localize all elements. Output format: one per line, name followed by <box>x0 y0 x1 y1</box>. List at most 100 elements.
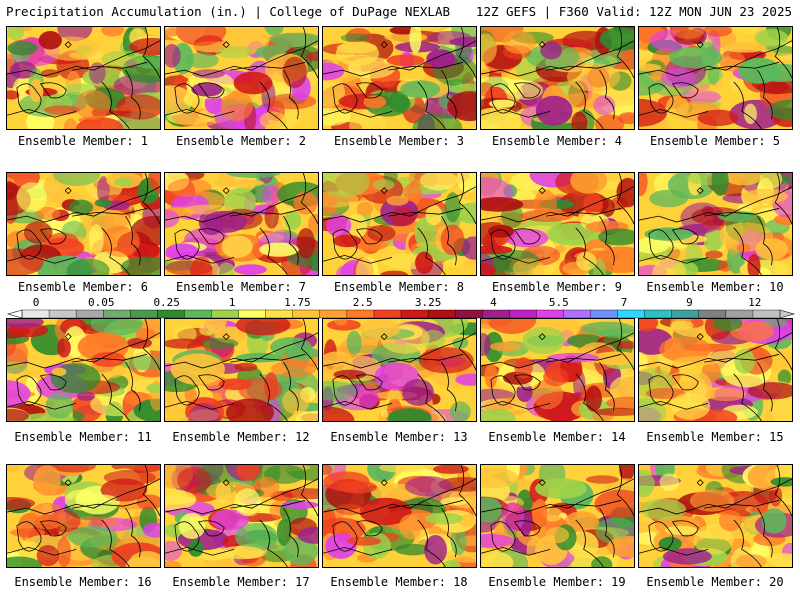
precip-contour-blob <box>334 319 348 326</box>
precip-contour-blob <box>489 341 522 352</box>
map-boundary-line <box>757 69 773 120</box>
colorbar-swatch <box>536 309 564 319</box>
map-boundary-line <box>300 173 318 225</box>
precip-contour-blob <box>388 91 410 113</box>
precip-contour-blob <box>532 379 564 410</box>
station-diamond-marker <box>64 41 72 49</box>
ensemble-member-map <box>164 172 319 276</box>
precip-contour-blob <box>36 545 60 567</box>
station-diamond-marker <box>380 333 388 341</box>
precip-contour-blob <box>7 41 38 56</box>
precip-contour-blob <box>335 40 380 67</box>
precip-contour-blob <box>165 43 181 68</box>
precip-contour-blob <box>305 51 318 62</box>
precip-contour-blob <box>644 227 693 241</box>
colorbar: 0 0.05 0.25 1 1.75 2.5 3.25 4 5.5 7 9 12 <box>6 296 796 319</box>
precip-contour-blob <box>770 477 792 487</box>
precip-contour-blob <box>282 500 318 509</box>
map-boundary-line <box>616 173 634 225</box>
precip-contour-blob <box>440 497 469 506</box>
precip-contour-blob <box>705 387 747 402</box>
precip-contour-blob <box>355 256 379 275</box>
map-boundary-line <box>332 83 358 114</box>
precip-contour-blob <box>419 173 458 191</box>
precip-contour-blob <box>51 367 67 377</box>
precip-contour-blob <box>713 319 743 332</box>
map-boundary-line <box>7 546 77 556</box>
map-boundary-line <box>639 108 709 118</box>
map-boundary-line <box>481 400 551 410</box>
ensemble-member-map <box>480 464 635 568</box>
map-boundary-line <box>174 521 200 552</box>
precip-contour-blob <box>455 373 476 386</box>
precip-contour-blob <box>424 512 463 525</box>
map-boundary-line <box>174 229 200 260</box>
map-boundary-line <box>323 108 393 118</box>
precip-contour-blob <box>649 189 689 208</box>
precip-contour-blob <box>28 502 66 530</box>
colorbar-swatch <box>725 309 754 319</box>
precip-contour-blob <box>730 321 775 342</box>
precip-contour-blob <box>427 31 473 45</box>
precip-contour-blob <box>128 551 160 567</box>
map-boundary-line <box>733 81 762 129</box>
precip-contour-blob <box>7 465 20 473</box>
precip-contour-blob <box>325 532 357 559</box>
map-boundary-line <box>125 69 141 120</box>
precip-contour-blob <box>415 251 434 275</box>
precip-contour-blob <box>717 210 756 222</box>
precip-contour-blob <box>589 351 634 366</box>
precip-contour-blob <box>90 319 143 336</box>
map-boundary-line <box>300 319 318 371</box>
precip-contour-blob <box>598 228 634 246</box>
map-boundary-line <box>300 465 318 517</box>
precip-contour-blob <box>284 210 302 230</box>
precip-contour-blob <box>456 173 476 193</box>
map-boundary-line <box>197 82 225 99</box>
precip-contour-blob <box>380 270 408 275</box>
map-boundary-line <box>417 373 446 421</box>
precip-contour-blob <box>461 236 476 260</box>
precip-contour-blob <box>402 378 434 406</box>
precip-contour-blob <box>323 173 370 198</box>
precip-contour-blob <box>666 95 689 118</box>
colorbar-swatch <box>671 309 700 319</box>
precip-contour-blob <box>165 27 181 37</box>
precip-contour-blob <box>66 258 110 275</box>
ensemble-member-label: Ensemble Member: 19 <box>488 575 626 589</box>
ensemble-member-map <box>164 318 319 422</box>
precip-contour-blob <box>689 489 735 512</box>
colorbar-swatch <box>454 309 483 319</box>
precip-map-graphic <box>481 319 634 421</box>
map-boundary-line <box>513 520 541 537</box>
colorbar-tick-label: 3.25 <box>415 296 442 309</box>
precip-contour-blob <box>188 402 221 421</box>
run-valid-time: 12Z GEFS | F360 Valid: 12Z MON JUN 23 20… <box>475 4 792 19</box>
precip-contour-blob <box>606 535 634 558</box>
precip-contour-blob <box>136 465 160 473</box>
colorbar-min-arrow <box>6 309 23 319</box>
map-boundary-line <box>7 108 77 118</box>
precip-contour-blob <box>395 543 431 556</box>
precip-contour-blob <box>669 46 723 69</box>
map-boundary-line <box>648 229 674 260</box>
precip-contour-blob <box>693 524 734 555</box>
precip-contour-blob <box>671 27 705 40</box>
precip-contour-blob <box>718 50 746 72</box>
ensemble-member-map <box>480 26 635 130</box>
map-boundary-line <box>283 215 299 266</box>
precip-map-graphic <box>323 465 476 567</box>
precip-contour-blob <box>204 319 227 334</box>
map-boundary-line <box>575 519 604 567</box>
precip-contour-blob <box>418 347 474 374</box>
colorbar-tick-label: 0.25 <box>153 296 180 309</box>
map-boundary-line <box>774 465 792 517</box>
map-boundary-line <box>101 227 130 275</box>
ensemble-member-map <box>480 172 635 276</box>
ensemble-member-map <box>638 464 793 568</box>
precip-contour-blob <box>7 556 43 567</box>
precip-contour-blob <box>76 391 95 401</box>
precip-contour-blob <box>165 338 204 349</box>
precip-contour-blob <box>669 320 694 330</box>
map-boundary-line <box>355 374 383 391</box>
